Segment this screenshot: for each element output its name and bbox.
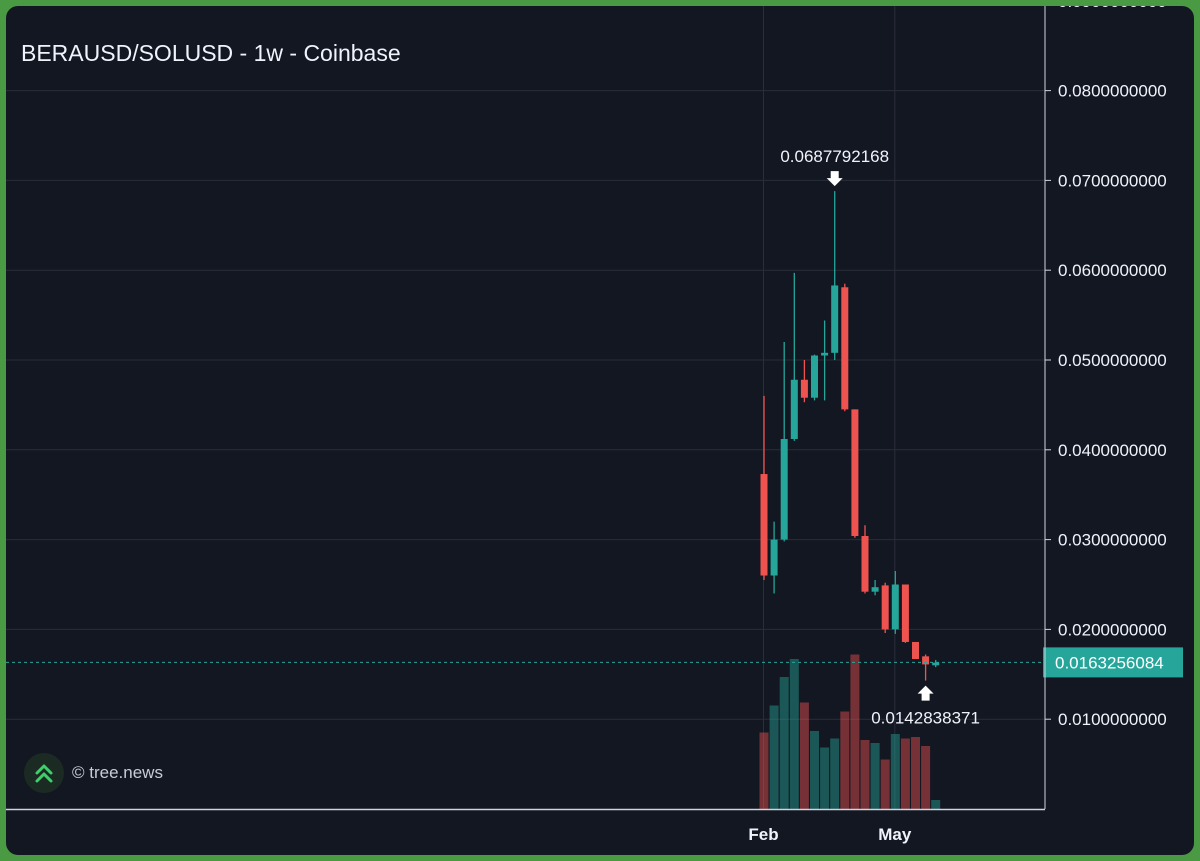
high-arrow-icon <box>826 171 843 187</box>
y-tick-label: 0.0300000000 <box>1058 531 1167 550</box>
chart-canvas[interactable]: 0.0163256084 0.0687792168 0.0142838371 0.0… <box>6 6 1194 855</box>
x-tick-label: May <box>878 825 912 844</box>
candle-body <box>790 379 798 440</box>
volume-bar <box>789 659 799 809</box>
last-price-badge <box>1043 647 1183 678</box>
y-tick-label: 0.0800000000 <box>1058 82 1167 101</box>
y-tick-label: 0.0400000000 <box>1058 441 1167 460</box>
candle-body <box>821 352 829 356</box>
volume-bar <box>850 654 860 809</box>
candle-body <box>841 287 849 410</box>
candle-body <box>811 355 818 398</box>
x-tick-label: Feb <box>748 825 778 844</box>
volume-bar <box>799 702 809 809</box>
candle-body <box>861 536 869 592</box>
volume-bar <box>810 731 819 809</box>
watermark-text: © tree.news <box>72 763 163 782</box>
watermark: © tree.news <box>24 753 163 793</box>
y-tick-label: 0.0600000000 <box>1058 261 1167 280</box>
y-tick-label: 0.0700000000 <box>1058 171 1167 190</box>
candle-body <box>912 641 919 660</box>
grid-layer <box>6 6 1045 809</box>
candle-layer <box>760 191 940 681</box>
volume-bar <box>840 711 850 809</box>
volume-bar <box>820 747 830 809</box>
candle-body <box>891 584 899 630</box>
volume-bar <box>769 705 779 809</box>
candle-body <box>922 656 930 665</box>
volume-bar <box>870 743 880 809</box>
candle-body <box>770 539 778 576</box>
y-tick-label: 0.0100000000 <box>1058 710 1167 729</box>
candle-body <box>901 584 909 642</box>
candle-body <box>831 285 839 353</box>
candle-body <box>800 379 808 398</box>
low-arrow-icon <box>917 685 934 701</box>
chart-title: BERAUSD/SOLUSD - 1w - Coinbase <box>21 40 401 66</box>
volume-bar <box>880 759 890 809</box>
candle-body <box>871 587 879 592</box>
candle-body <box>780 439 788 540</box>
candle-body <box>851 409 859 537</box>
volume-bar <box>900 738 910 809</box>
chart-frame: 0.0163256084 0.0687792168 0.0142838371 0.0… <box>6 6 1194 855</box>
volume-layer <box>759 654 941 809</box>
candle-body <box>760 474 768 576</box>
volume-bar <box>860 740 870 809</box>
volume-bar <box>830 738 840 809</box>
last-price-label: 0.0163256084 <box>1055 653 1164 672</box>
candle-body <box>881 585 889 630</box>
y-tick-label: 0.0900000000 <box>1058 6 1167 11</box>
marker-layer: 0.0163256084 0.0687792168 0.0142838371 <box>6 147 1183 728</box>
tree-news-logo-icon <box>24 753 64 793</box>
candle-body <box>932 662 940 666</box>
y-tick-label: 0.0200000000 <box>1058 620 1167 639</box>
volume-bar <box>890 734 900 809</box>
low-price-label: 0.0142838371 <box>871 709 980 728</box>
volume-bar <box>759 732 769 809</box>
volume-bar <box>779 677 789 809</box>
volume-bar <box>931 800 941 809</box>
high-price-label: 0.0687792168 <box>780 147 889 166</box>
volume-bar <box>911 737 920 809</box>
y-tick-label: 0.0500000000 <box>1058 351 1167 370</box>
axis-layer: 0.0900000000 0.0800000000 0.0700000000 0.06… <box>6 6 1167 844</box>
volume-bar <box>921 746 931 809</box>
